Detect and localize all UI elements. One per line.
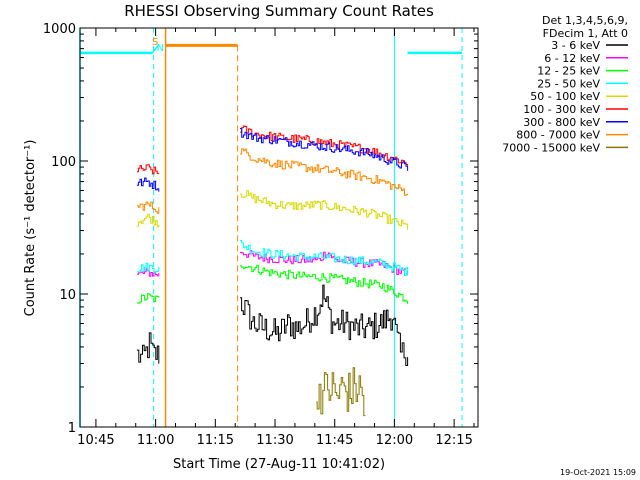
- series-trace: [240, 128, 409, 171]
- x-tick-label: 11:15: [197, 433, 234, 448]
- series-trace: [240, 284, 409, 366]
- legend-label: 300 - 800 keV: [523, 116, 600, 129]
- x-tick-label: 10:45: [77, 433, 114, 448]
- legend-header-line1: Det 1,3,4,5,6,9,: [542, 14, 628, 27]
- series-trace: [136, 201, 160, 214]
- series-trace: [136, 332, 160, 364]
- y-tick-label: 10: [59, 288, 76, 303]
- legend-header-line2: FDecim 1, Att 0: [543, 27, 628, 40]
- x-tick-label: 11:30: [256, 433, 293, 448]
- series-trace: [136, 293, 160, 304]
- timestamp: 19-Oct-2021 15:09: [560, 468, 636, 477]
- data-series-layer: [136, 125, 409, 417]
- series-trace: [136, 262, 160, 273]
- x-axis-label: Start Time (27-Aug-11 10:41:02): [173, 457, 385, 472]
- attenuator-state-lines: [79, 28, 463, 427]
- series-trace: [136, 164, 160, 175]
- y-tick-label: 1: [68, 421, 76, 436]
- series-50-100-kev: [136, 190, 409, 230]
- annotation-n: N: [157, 43, 164, 54]
- legend-label: 3 - 6 keV: [551, 39, 600, 52]
- attenuator-transition-line: [151, 44, 160, 54]
- series-trace: [240, 250, 409, 275]
- x-tick-label: 12:15: [435, 433, 472, 448]
- legend-label: 25 - 50 keV: [537, 77, 600, 90]
- series-25-50-kev: [136, 240, 409, 276]
- series-12-25-kev: [136, 264, 409, 304]
- legend-label: 800 - 7000 keV: [516, 129, 600, 142]
- y-axis-label: Count Rate (s⁻¹ detector⁻¹): [23, 140, 38, 317]
- legend-label: 50 - 100 keV: [530, 90, 600, 103]
- series-3-6-kev: [136, 284, 409, 366]
- series-300-800-kev: [136, 128, 409, 192]
- y-tick-label: 100: [51, 155, 76, 170]
- annotation-s: S: [152, 37, 158, 48]
- series-trace: [240, 148, 409, 196]
- chart-title: RHESSI Observing Summary Count Rates: [124, 2, 434, 20]
- series-800-7000-kev: [136, 148, 409, 214]
- x-axis-ticks: 10:45 11:00 11:15 11:30 11:45 12:00 12:15: [77, 28, 475, 448]
- series-trace: [316, 367, 366, 417]
- legend-label: 7000 - 15000 keV: [502, 141, 600, 154]
- series-trace: [240, 190, 409, 230]
- legend-label: 12 - 25 keV: [537, 65, 600, 78]
- series-trace: [136, 213, 160, 228]
- annotation-layer: SN: [152, 37, 164, 54]
- plot-frame: [79, 27, 479, 428]
- legend-label: 100 - 300 keV: [523, 103, 600, 116]
- y-axis-ticks: 1 10 100 1000: [43, 22, 478, 436]
- x-tick-label: 11:00: [137, 433, 174, 448]
- series-trace: [240, 240, 409, 276]
- series-trace: [240, 264, 409, 304]
- y-tick-label: 1000: [43, 22, 76, 37]
- x-tick-label: 11:45: [316, 433, 353, 448]
- series-trace: [240, 125, 409, 166]
- legend-label: 6 - 12 keV: [544, 52, 600, 65]
- series-100-300-kev: [136, 125, 409, 175]
- series-trace: [136, 177, 160, 192]
- series-7000-15000-kev: [316, 367, 366, 417]
- legend: Det 1,3,4,5,6,9, FDecim 1, Att 0 3 - 6 k…: [502, 14, 628, 154]
- x-tick-label: 12:00: [376, 433, 413, 448]
